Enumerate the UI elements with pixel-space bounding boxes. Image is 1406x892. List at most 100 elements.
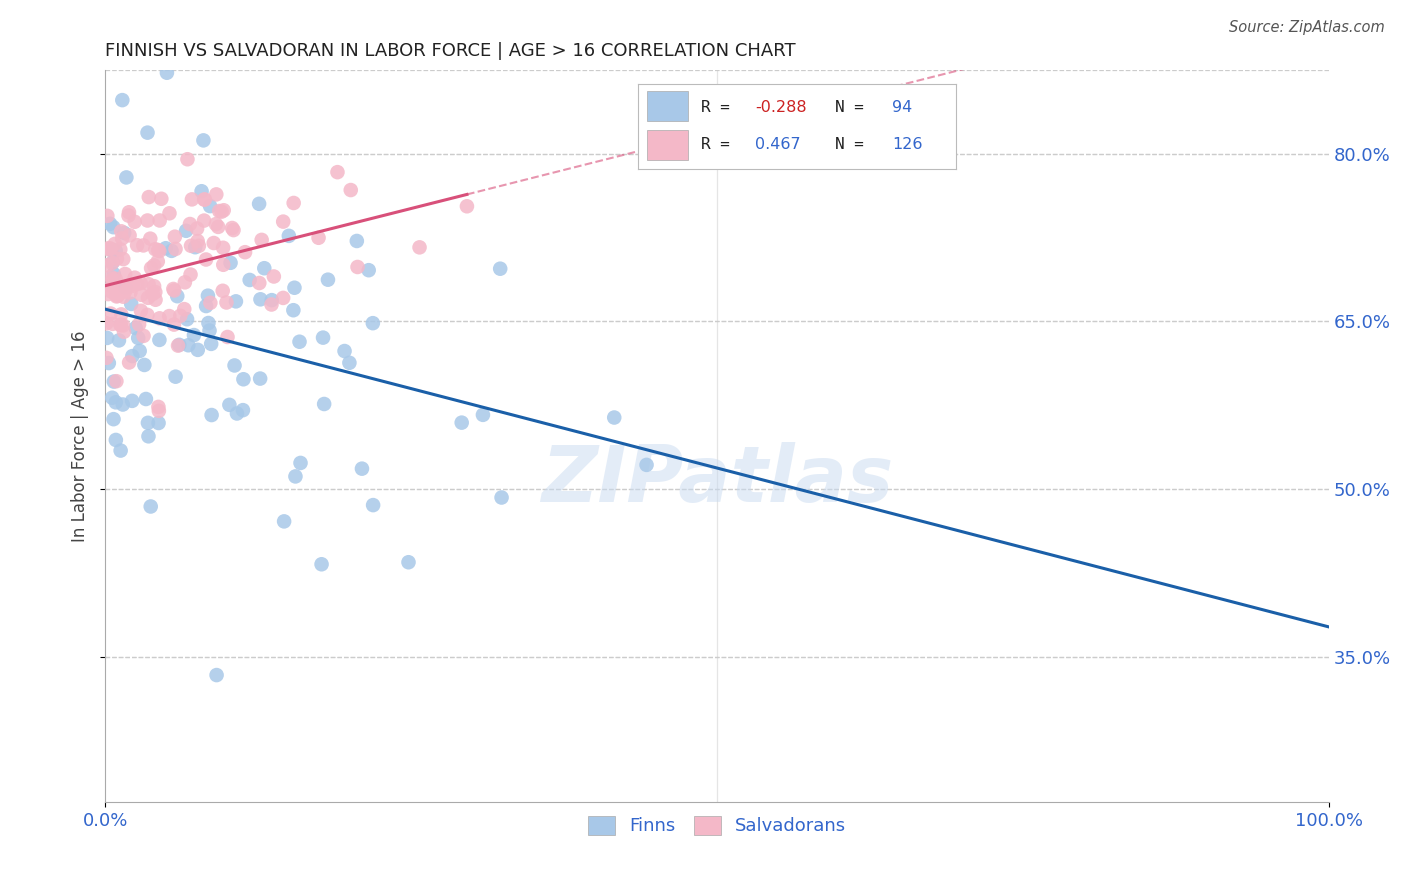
Point — [101, 255, 124, 269]
Point — [174, 224, 197, 238]
Point — [180, 268, 202, 282]
Point — [124, 321, 146, 335]
Point — [132, 238, 155, 252]
Text: ZIPatlas: ZIPatlas — [541, 442, 893, 518]
Point — [115, 170, 138, 185]
Point — [193, 213, 215, 227]
Point — [100, 243, 122, 257]
Point — [108, 334, 131, 348]
Point — [250, 233, 273, 247]
Point — [195, 299, 218, 313]
Point — [232, 372, 254, 386]
Point — [249, 371, 271, 385]
Point — [104, 244, 127, 258]
Point — [97, 242, 120, 256]
Point — [138, 190, 160, 204]
Point — [260, 293, 283, 307]
Point — [249, 293, 271, 307]
Point — [215, 295, 238, 310]
Point — [225, 294, 247, 309]
Legend: Finns, Salvadorans: Finns, Salvadorans — [579, 806, 855, 845]
Point — [105, 374, 128, 388]
Point — [128, 343, 150, 358]
Point — [207, 219, 229, 234]
Point — [105, 252, 128, 266]
Point — [200, 295, 222, 310]
Point — [163, 284, 186, 298]
Point — [103, 412, 125, 426]
Point — [273, 515, 295, 529]
Point — [120, 297, 142, 311]
Point — [96, 351, 118, 365]
Point — [118, 228, 141, 243]
Point — [177, 338, 200, 352]
Point — [155, 241, 177, 255]
Point — [201, 408, 224, 422]
Point — [112, 318, 135, 333]
Point — [312, 331, 335, 345]
Point — [104, 272, 127, 286]
Point — [139, 261, 162, 276]
Point — [165, 369, 187, 384]
Point — [97, 241, 120, 255]
Point — [117, 209, 139, 223]
Point — [96, 331, 118, 345]
Point — [163, 318, 186, 332]
Point — [103, 220, 125, 235]
Point — [193, 133, 215, 147]
Point — [333, 344, 356, 359]
Point — [205, 217, 228, 231]
Point — [145, 293, 167, 307]
Point — [288, 334, 311, 349]
Point — [110, 318, 132, 332]
Point — [110, 307, 132, 321]
Point — [138, 429, 160, 443]
Point — [176, 312, 198, 326]
Point — [316, 273, 339, 287]
Point — [101, 277, 124, 291]
Point — [205, 187, 228, 202]
Point — [211, 204, 233, 219]
Point — [143, 259, 166, 273]
Point — [136, 291, 159, 305]
Point — [205, 668, 228, 682]
Point — [100, 242, 122, 256]
Point — [112, 226, 135, 240]
Point — [112, 252, 135, 266]
Point — [169, 309, 191, 323]
Point — [139, 500, 162, 514]
Point — [233, 245, 256, 260]
Y-axis label: In Labor Force | Age > 16: In Labor Force | Age > 16 — [72, 330, 89, 541]
Point — [127, 277, 149, 292]
Text: Source: ZipAtlas.com: Source: ZipAtlas.com — [1229, 20, 1385, 35]
Point — [198, 324, 221, 338]
Point — [226, 407, 249, 421]
Point — [173, 302, 195, 317]
Point — [157, 309, 180, 323]
Point — [212, 241, 235, 255]
Point — [143, 242, 166, 256]
Point — [148, 400, 170, 414]
Point — [277, 228, 299, 243]
Point — [450, 416, 472, 430]
Point — [339, 356, 361, 370]
Point — [124, 215, 146, 229]
Point — [148, 404, 170, 418]
Point — [198, 199, 221, 213]
Point — [346, 260, 368, 274]
Point — [173, 276, 195, 290]
Point — [136, 416, 159, 430]
Point — [101, 272, 124, 286]
Point — [136, 126, 159, 140]
Point — [408, 240, 430, 254]
Point — [114, 280, 136, 294]
Point — [260, 297, 283, 311]
Point — [186, 221, 208, 235]
Point — [100, 269, 122, 284]
Point — [129, 303, 152, 318]
Point — [111, 93, 134, 107]
Point — [283, 196, 305, 211]
Point — [163, 229, 186, 244]
Point — [97, 356, 120, 370]
Point — [104, 236, 127, 251]
